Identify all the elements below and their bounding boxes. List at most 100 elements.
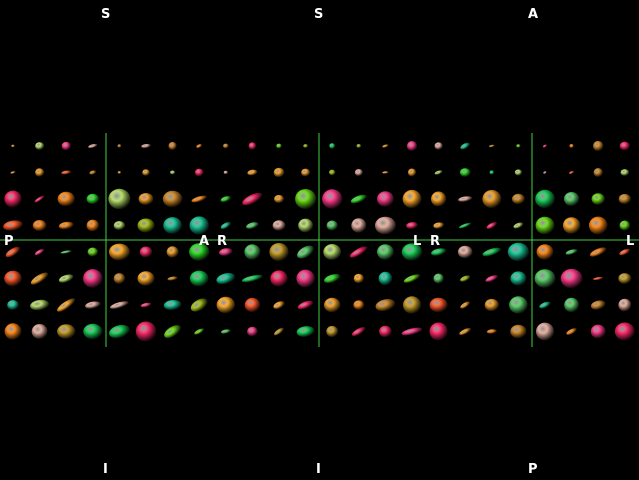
- tensor-glyph: [486, 222, 498, 229]
- tensor-glyph: [619, 248, 631, 256]
- tensor-glyph: [246, 222, 259, 229]
- tensor-glyph: [295, 189, 317, 209]
- tensor-glyph: [85, 301, 101, 309]
- tensor-glyph: [11, 144, 15, 148]
- tensor-glyph: [431, 248, 447, 256]
- tensor-glyph: [220, 329, 231, 334]
- tensor-glyph: [113, 273, 126, 284]
- sagittal-left-label: P: [4, 234, 14, 249]
- tensor-glyph: [3, 220, 23, 231]
- tensor-glyph: [57, 324, 76, 339]
- tensor-glyph: [564, 297, 579, 313]
- tensor-glyph: [322, 189, 343, 209]
- tensor-glyph: [402, 189, 422, 209]
- tensor-glyph: [170, 170, 176, 175]
- tensor-glyph: [433, 222, 444, 229]
- tensor-glyph: [194, 168, 204, 177]
- tensor-glyph: [272, 220, 286, 231]
- tensor-glyph: [543, 171, 547, 174]
- tensor-glyph: [482, 247, 502, 257]
- tensor-glyph: [87, 247, 99, 257]
- tensor-glyph: [324, 297, 341, 313]
- tensor-glyph: [57, 298, 76, 312]
- tensor-glyph: [565, 249, 578, 255]
- tensor-glyph: [273, 167, 285, 178]
- tensor-glyph: [375, 216, 396, 235]
- tensor-glyph: [296, 326, 315, 337]
- tensor-glyph: [142, 169, 150, 176]
- tensor-glyph: [378, 271, 393, 286]
- tensor-glyph: [196, 143, 203, 149]
- sagittal-top-label: S: [101, 7, 111, 22]
- tensor-glyph: [568, 170, 575, 175]
- tensor-glyph: [593, 168, 603, 177]
- tensor-glyph: [4, 323, 22, 340]
- tensor-glyph: [619, 141, 630, 151]
- tensor-glyph: [329, 143, 336, 149]
- tensor-glyph: [58, 221, 74, 230]
- tensor-glyph: [407, 168, 417, 177]
- tensor-glyph: [89, 170, 97, 175]
- tensor-glyph: [86, 219, 100, 232]
- coronal-right-label: L: [413, 234, 422, 249]
- tensor-glyph: [162, 190, 183, 208]
- tensor-glyph: [434, 142, 443, 150]
- axial-right-label: L: [626, 234, 635, 249]
- tensor-glyph: [535, 216, 555, 235]
- tensor-glyph: [509, 296, 528, 314]
- tensor-glyph: [458, 196, 473, 202]
- tensor-glyph: [406, 141, 418, 151]
- tensor-glyph: [32, 220, 47, 231]
- tensor-glyph: [10, 171, 16, 174]
- tensor-glyph: [560, 268, 583, 289]
- tensor-glyph: [349, 246, 368, 258]
- tensor-glyph: [614, 322, 635, 341]
- tensor-glyph: [486, 329, 497, 334]
- tensor-glyph: [459, 222, 472, 229]
- tensor-glyph: [139, 246, 153, 258]
- tensor-glyph: [216, 272, 236, 285]
- tensor-glyph: [356, 144, 362, 148]
- tensor-glyph: [5, 246, 21, 258]
- tensor-glyph: [431, 191, 447, 207]
- tensor-glyph: [507, 242, 529, 262]
- tensor-glyph: [534, 269, 556, 288]
- tensor-glyph: [189, 243, 210, 261]
- axial-top-label: A: [528, 7, 539, 22]
- tensor-glyph: [377, 191, 394, 207]
- tensor-glyph: [513, 222, 524, 229]
- tensor-glyph: [83, 269, 103, 288]
- tensor-glyph: [296, 269, 315, 288]
- tensor-glyph: [242, 192, 263, 206]
- coronal-left-label: R: [217, 234, 228, 249]
- tensor-glyph: [620, 169, 630, 176]
- tensor-glyph: [592, 276, 604, 281]
- tensor-glyph: [168, 141, 177, 151]
- tensor-glyph: [220, 196, 231, 202]
- tensor-glyph: [350, 194, 367, 204]
- tensor-glyph: [297, 300, 314, 310]
- tensor-glyph: [34, 195, 45, 203]
- tensor-glyph: [241, 274, 263, 283]
- tensor-glyph: [536, 322, 554, 341]
- tensor-glyph: [60, 250, 72, 254]
- tensor-glyph: [248, 142, 257, 150]
- tensor-glyph: [516, 144, 521, 148]
- tensor-glyph: [35, 142, 45, 150]
- tensor-glyph: [223, 143, 229, 149]
- tensor-glyph: [141, 143, 151, 149]
- tensor-glyph: [247, 326, 258, 337]
- tensor-glyph: [459, 328, 472, 335]
- tensor-glyph: [401, 243, 423, 261]
- tensor-glyph: [61, 170, 72, 175]
- tensor-glyph: [588, 216, 608, 235]
- tensor-glyph: [4, 190, 22, 208]
- tensor-glyph: [190, 298, 208, 312]
- tensor-glyph: [352, 327, 366, 336]
- tensor-glyph: [57, 191, 75, 207]
- tensor-glyph: [433, 273, 444, 284]
- tensor-glyph: [194, 328, 205, 335]
- tensor-glyph: [460, 301, 471, 309]
